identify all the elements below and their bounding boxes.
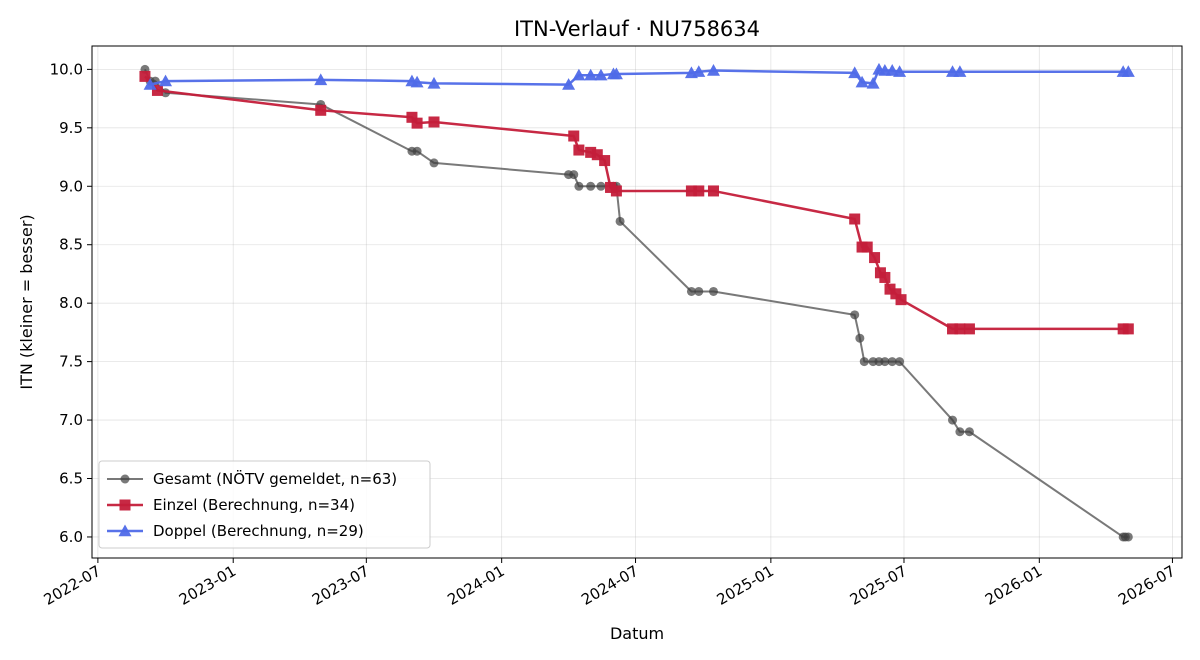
data-point: [151, 84, 163, 96]
data-point: [605, 181, 617, 193]
legend-box: [98, 460, 431, 549]
data-point: [895, 357, 905, 367]
data-point: [694, 286, 704, 296]
y-axis-title: ITN (kleiner = besser): [17, 214, 36, 389]
data-point: [1121, 65, 1135, 77]
data-point: [887, 357, 897, 367]
data-point: [850, 310, 860, 320]
data-point: [1123, 532, 1133, 542]
data-point: [406, 111, 418, 123]
data-point: [594, 68, 608, 81]
y-tick-label: 10.0: [50, 60, 83, 78]
data-point: [849, 213, 861, 225]
chart-title: ITN-Verlauf · NU758634: [514, 17, 760, 41]
data-point: [139, 70, 151, 82]
series-layer: [139, 62, 1135, 542]
data-point: [596, 181, 606, 191]
x-axis-title: Datum: [610, 624, 664, 643]
data-point: [707, 185, 719, 197]
data-point: [879, 271, 891, 283]
legend-label: Gesamt (NÖTV gemeldet, n=63): [153, 469, 397, 488]
data-point: [706, 64, 720, 76]
data-point: [572, 68, 586, 81]
y-tick-label: 8.5: [59, 236, 83, 254]
data-point: [599, 155, 611, 167]
data-point: [410, 75, 424, 88]
data-point: [859, 357, 869, 367]
data-point: [591, 149, 603, 161]
series-triangle: [143, 62, 1135, 90]
data-point: [953, 65, 967, 77]
data-point: [411, 117, 423, 129]
data-point: [429, 158, 439, 168]
data-point: [143, 78, 157, 90]
data-point: [159, 74, 173, 87]
legend-marker: [119, 499, 131, 511]
data-point: [412, 146, 422, 156]
data-point: [427, 76, 441, 89]
data-point: [562, 78, 576, 90]
data-point: [610, 185, 622, 197]
data-point: [1122, 323, 1134, 335]
data-point: [314, 73, 328, 86]
data-point: [893, 65, 907, 77]
y-tick-label: 6.0: [59, 528, 83, 546]
data-point: [866, 76, 880, 89]
data-point: [708, 286, 718, 296]
y-tick-label: 8.0: [59, 294, 83, 312]
data-point: [954, 323, 966, 335]
y-tick-label: 9.5: [59, 119, 83, 137]
data-point: [574, 181, 584, 191]
data-point: [861, 241, 873, 253]
data-point: [693, 185, 705, 197]
data-point: [686, 286, 696, 296]
y-tick-label: 7.5: [59, 353, 83, 371]
data-point: [615, 216, 625, 226]
data-point: [869, 252, 881, 264]
data-point: [573, 144, 585, 156]
data-point: [963, 323, 975, 335]
data-point: [890, 288, 902, 300]
data-point: [569, 170, 579, 180]
data-point: [947, 323, 959, 335]
data-point: [609, 67, 623, 80]
data-point: [955, 427, 965, 437]
data-point: [855, 75, 869, 88]
data-point: [584, 68, 598, 81]
data-point: [855, 333, 865, 343]
data-point: [848, 66, 862, 79]
data-point: [884, 283, 896, 295]
y-tick-label: 6.5: [59, 470, 83, 488]
legend: Gesamt (NÖTV gemeldet, n=63) Einzel (Bere…: [98, 460, 431, 549]
y-tick-label: 9.0: [59, 177, 83, 195]
data-point: [685, 185, 697, 197]
data-point: [586, 181, 596, 191]
legend-marker: [118, 524, 132, 537]
data-point: [692, 65, 706, 77]
data-point: [428, 116, 440, 128]
y-tick-label: 7.0: [59, 411, 83, 429]
data-point: [880, 357, 890, 367]
legend-label: Einzel (Berechnung, n=34): [153, 496, 355, 514]
data-point: [964, 427, 974, 437]
data-point: [568, 130, 580, 142]
data-point: [585, 146, 597, 158]
series-square: [139, 70, 1134, 335]
legend-marker: [120, 474, 130, 484]
data-point: [315, 104, 327, 116]
legend-label: Doppel (Berechnung, n=29): [153, 522, 364, 540]
data-point: [895, 294, 907, 306]
data-point: [948, 415, 958, 425]
plot-frame: [91, 45, 1183, 559]
